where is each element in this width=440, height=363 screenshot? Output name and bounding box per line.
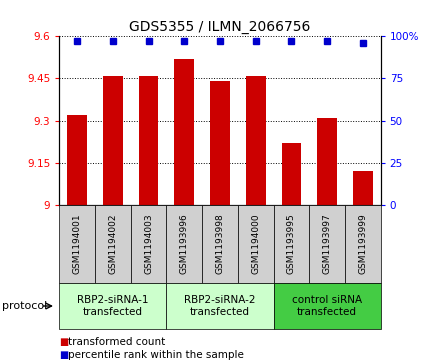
Text: RBP2-siRNA-2
transfected: RBP2-siRNA-2 transfected: [184, 295, 256, 317]
Text: transformed count: transformed count: [68, 337, 165, 347]
Text: protocol: protocol: [2, 301, 48, 311]
Text: RBP2-siRNA-1
transfected: RBP2-siRNA-1 transfected: [77, 295, 149, 317]
Text: GSM1194003: GSM1194003: [144, 214, 153, 274]
Bar: [282, 143, 301, 205]
Text: control siRNA
transfected: control siRNA transfected: [292, 295, 362, 317]
Bar: [317, 118, 337, 205]
Text: GSM1194000: GSM1194000: [251, 214, 260, 274]
Bar: [246, 76, 265, 205]
Text: GSM1194001: GSM1194001: [73, 214, 82, 274]
Text: GSM1193995: GSM1193995: [287, 214, 296, 274]
Bar: [210, 81, 230, 205]
Text: GSM1193997: GSM1193997: [323, 214, 332, 274]
Bar: [103, 76, 123, 205]
Text: GSM1193998: GSM1193998: [216, 214, 224, 274]
Text: percentile rank within the sample: percentile rank within the sample: [68, 350, 244, 360]
Title: GDS5355 / ILMN_2066756: GDS5355 / ILMN_2066756: [129, 20, 311, 34]
Bar: [67, 115, 87, 205]
Text: GSM1194002: GSM1194002: [108, 214, 117, 274]
Text: ■: ■: [59, 350, 69, 360]
Bar: [175, 59, 194, 205]
Bar: [139, 76, 158, 205]
Text: ■: ■: [59, 337, 69, 347]
Text: GSM1193999: GSM1193999: [358, 214, 367, 274]
Text: GSM1193996: GSM1193996: [180, 214, 189, 274]
Bar: [353, 171, 373, 205]
